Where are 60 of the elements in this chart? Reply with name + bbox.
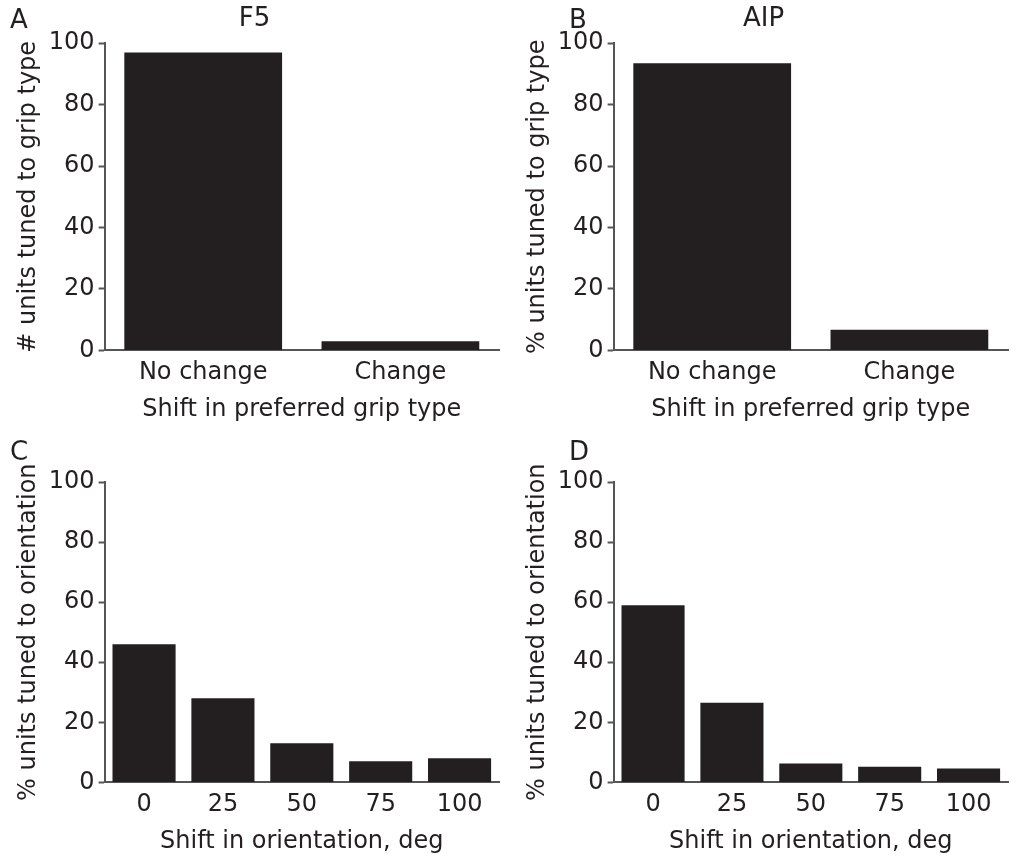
y-tick-label: 60 [573, 150, 604, 179]
y-tick-label: 40 [573, 646, 604, 675]
y-tick-label: 0 [79, 766, 95, 795]
y-tick-label: 40 [573, 211, 604, 240]
y-tick-label: 100 [48, 27, 95, 56]
chart-title: F5 [238, 2, 271, 33]
bar [937, 768, 1001, 782]
x-axis-title: Shift in preferred grip type [142, 393, 462, 422]
x-tick-label: 75 [874, 789, 905, 818]
y-tick-label: 60 [64, 150, 95, 179]
x-tick-label: 100 [945, 789, 992, 818]
text: A [10, 3, 28, 34]
chart-title: AIP [742, 2, 785, 33]
bar [621, 605, 685, 782]
x-axis-title: Shift in orientation, deg [669, 825, 953, 854]
bar [779, 763, 843, 782]
x-tick-label: 0 [645, 789, 661, 818]
bar [191, 698, 255, 782]
y-tick-label: 80 [573, 526, 604, 555]
y-tick-label: 20 [573, 273, 604, 302]
x-tick-label: 0 [136, 789, 152, 818]
y-tick-label: 20 [64, 706, 95, 735]
y-axis-title: % units tuned to orientation [12, 463, 41, 801]
y-axis-title: # units tuned to grip type [12, 40, 41, 353]
bar [112, 644, 176, 782]
y-tick-label: 0 [588, 334, 604, 363]
y-tick-label: 60 [64, 586, 95, 615]
y-tick-label: 60 [573, 586, 604, 615]
x-tick-label: 25 [716, 789, 748, 818]
bar [858, 766, 922, 782]
y-tick-label: 20 [573, 706, 604, 735]
y-tick-label: 0 [79, 334, 95, 363]
text: D [569, 435, 590, 466]
y-tick-label: 40 [64, 211, 95, 240]
y-tick-label: 80 [64, 526, 95, 555]
y-axis-title: % units tuned to orientation [521, 463, 550, 801]
bar [270, 743, 334, 782]
x-tick-label: 100 [436, 789, 483, 818]
bar [700, 702, 764, 782]
y-tick-label: 40 [64, 646, 95, 675]
text: C [10, 435, 29, 466]
x-tick-label: No change [138, 357, 268, 386]
y-tick-label: 100 [557, 466, 604, 495]
x-tick-label: 50 [286, 789, 318, 818]
y-tick-label: 80 [64, 88, 95, 117]
x-axis-title: Shift in preferred grip type [651, 393, 971, 422]
bar [349, 761, 413, 782]
y-tick-label: 80 [573, 88, 604, 117]
y-tick-label: 20 [64, 273, 95, 302]
x-tick-label: 25 [207, 789, 239, 818]
x-tick-label: Change [863, 357, 956, 386]
bar [428, 758, 492, 782]
x-tick-label: 50 [795, 789, 827, 818]
x-tick-label: 75 [365, 789, 396, 818]
x-tick-label: Change [354, 357, 447, 386]
y-tick-label: 0 [588, 766, 604, 795]
x-axis-title: Shift in orientation, deg [160, 825, 444, 854]
y-axis-title: % units tuned to grip type [521, 39, 550, 355]
y-tick-label: 100 [48, 466, 95, 495]
x-tick-label: No change [647, 357, 777, 386]
